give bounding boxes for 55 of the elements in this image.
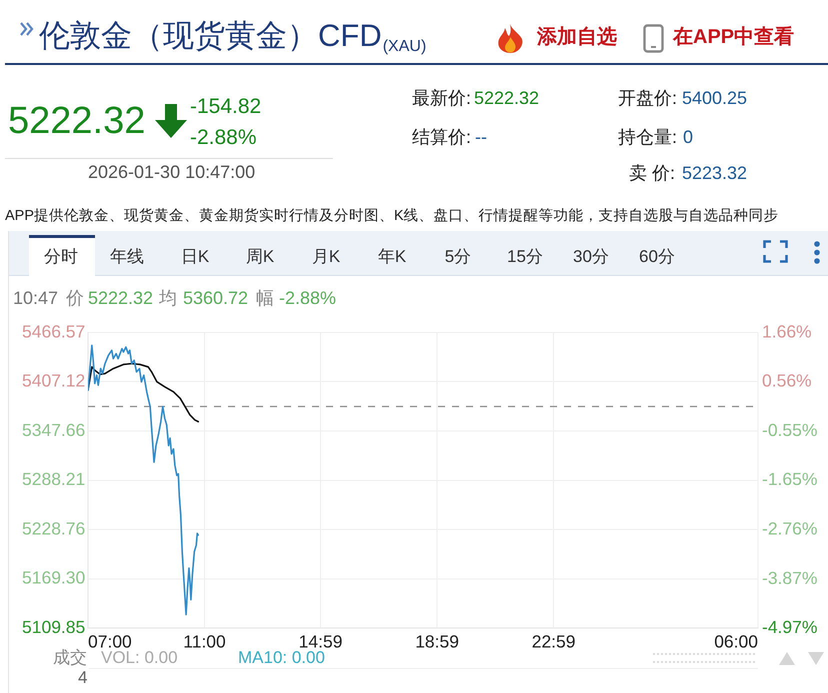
text: 分时: [44, 247, 78, 268]
text: 年线: [110, 247, 144, 268]
text: 开盘价:: [618, 88, 678, 110]
y2-tick-label: -0.55%: [762, 420, 818, 440]
x-tick-label: 22:59: [532, 631, 576, 652]
text: 5400.25: [682, 88, 748, 110]
y2-tick-label: -1.65%: [762, 468, 818, 489]
x-tick-label: 18:59: [415, 631, 459, 652]
y2-tick-label: 1.66%: [762, 321, 812, 342]
text: -154.82: [190, 94, 262, 120]
text: 15分: [507, 247, 543, 268]
text: 幅: [256, 288, 274, 310]
text: APP提供伦敦金、现货黄金、黄金期货实时行情及分时图、K线、盘口、行情提醒等功能，支持自选股与自选品种同步: [5, 208, 779, 226]
text: 年K: [378, 247, 406, 268]
y-tick-label: 5109.85: [22, 616, 86, 637]
text: 5222.32: [88, 288, 154, 310]
y-tick-label: 5288.21: [22, 469, 86, 490]
text: -2.88%: [279, 288, 336, 310]
y2-tick-label: 0.56%: [762, 370, 812, 390]
chart-title: 伦敦金（现货黄金）CFD$_{(XAU)}$: [39, 17, 426, 56]
y-tick-label: 5466.57: [22, 321, 86, 342]
text: 60分: [639, 247, 675, 268]
y2-tick-label: -3.87%: [762, 568, 818, 588]
x-tick-label: 06:00: [714, 631, 758, 652]
text: 5223.32: [682, 163, 748, 185]
y2-tick-label: -2.76%: [762, 518, 818, 538]
text: 均: [159, 288, 177, 310]
text: 5360.72: [183, 288, 248, 310]
x-tick-label: 11:00: [183, 631, 226, 652]
text: 日K: [180, 247, 210, 268]
text: 30分: [573, 247, 609, 268]
y2-tick-label: -4.97%: [762, 616, 818, 637]
text: 持仓量:: [618, 127, 678, 149]
y-tick-label: 5228.76: [22, 518, 86, 538]
text: 2026-01-30 10:47:00: [88, 162, 256, 184]
text: 价: [66, 288, 84, 310]
text: 月K: [312, 247, 340, 268]
text: 添加自选: [537, 25, 617, 49]
y-tick-label: 5347.66: [22, 420, 86, 440]
text: --: [475, 127, 487, 149]
text: 10:47: [13, 288, 58, 310]
text: 4: [78, 668, 88, 688]
text: 卖 价:: [629, 163, 676, 185]
y-tick-label: 5169.30: [22, 568, 86, 588]
text: 结算价:: [412, 127, 472, 149]
y-tick-label: 5407.12: [22, 370, 86, 391]
text: 最新价:: [412, 88, 472, 110]
text: 在APP中查看: [673, 25, 794, 49]
text: 5分: [444, 247, 472, 268]
text: 5222.32: [8, 99, 146, 144]
text: 周K: [246, 247, 274, 268]
text: -2.88%: [190, 125, 257, 150]
text: 5222.32: [474, 88, 540, 110]
text: 成交: [53, 648, 87, 668]
text: 0: [683, 127, 694, 149]
